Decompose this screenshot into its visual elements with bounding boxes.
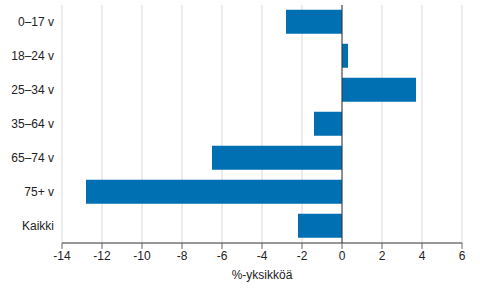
svg-text:-6: -6 bbox=[217, 249, 228, 263]
svg-text:-12: -12 bbox=[93, 249, 111, 263]
svg-text:25–34 v: 25–34 v bbox=[11, 83, 54, 97]
svg-text:-10: -10 bbox=[133, 249, 151, 263]
svg-text:18–24 v: 18–24 v bbox=[11, 49, 54, 63]
svg-text:0: 0 bbox=[339, 249, 346, 263]
svg-text:-14: -14 bbox=[53, 249, 71, 263]
svg-text:65–74 v: 65–74 v bbox=[11, 151, 54, 165]
svg-text:Kaikki: Kaikki bbox=[22, 219, 54, 233]
svg-text:0–17 v: 0–17 v bbox=[18, 15, 54, 29]
svg-text:-4: -4 bbox=[257, 249, 268, 263]
svg-text:35–64 v: 35–64 v bbox=[11, 117, 54, 131]
svg-text:2: 2 bbox=[379, 249, 386, 263]
svg-text:-2: -2 bbox=[297, 249, 308, 263]
svg-text:6: 6 bbox=[459, 249, 466, 263]
svg-text:-8: -8 bbox=[177, 249, 188, 263]
svg-text:%-yksikköä: %-yksikköä bbox=[232, 268, 293, 282]
svg-text:75+ v: 75+ v bbox=[24, 185, 54, 199]
svg-text:4: 4 bbox=[419, 249, 426, 263]
